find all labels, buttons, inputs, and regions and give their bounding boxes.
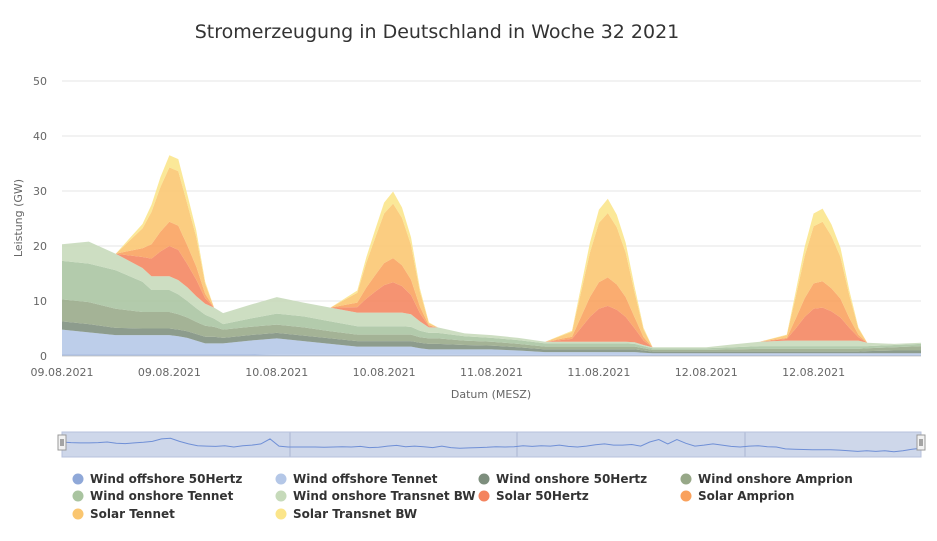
legend-label: Solar 50Hertz	[496, 489, 589, 503]
area-solar-50hertz	[62, 241, 921, 348]
y-gridlines	[62, 80, 921, 302]
legend-item-wind-onshore-tennet[interactable]: Wind onshore Tennet	[72, 489, 234, 503]
chart-title: Stromerzeugung in Deutschland in Woche 3…	[195, 21, 680, 43]
y-tick-label: 30	[33, 185, 47, 198]
navigator-selection[interactable]	[62, 432, 921, 457]
legend-symbol	[72, 473, 84, 485]
x-tick-label: 12.08.2021	[782, 366, 845, 379]
x-tick-label: 10.08.2021	[245, 366, 308, 379]
y-tick-label: 0	[40, 350, 47, 363]
y-axis-ticks: 0 10 20 30 40 50	[33, 75, 47, 363]
legend-symbol	[275, 490, 287, 502]
legend-item-solar-tennet[interactable]: Solar Tennet	[72, 507, 176, 521]
stacked-areas	[62, 155, 921, 356]
legend-item-solar-amprion[interactable]: Solar Amprion	[680, 489, 795, 503]
x-tick-label: 10.08.2021	[353, 366, 416, 379]
legend-symbol	[275, 508, 287, 520]
x-tick-label: 11.08.2021	[460, 366, 523, 379]
y-tick-label: 20	[33, 240, 47, 253]
legend-symbol	[275, 473, 287, 485]
legend-label: Solar Transnet BW	[293, 507, 417, 521]
legend-label: Wind onshore Tennet	[90, 489, 234, 503]
navigator-series-line	[61, 437, 922, 453]
legend-label: Wind onshore 50Hertz	[496, 472, 647, 486]
area-wind-offshore-tennet	[62, 329, 921, 355]
legend-item-wind-onshore-transnet-bw[interactable]: Wind onshore Transnet BW	[275, 489, 476, 503]
x-tick-label: 12.08.2021	[675, 366, 738, 379]
legend: Wind offshore 50Hertz Wind offshore Tenne…	[72, 472, 853, 521]
x-tick-label: 09.08.2021	[138, 366, 201, 379]
y-tick-label: 50	[33, 75, 47, 88]
navigator-handle-left[interactable]	[57, 434, 67, 451]
legend-item-wind-offshore-tennet[interactable]: Wind offshore Tennet	[275, 472, 438, 486]
legend-item-solar-50hertz[interactable]: Solar 50Hertz	[478, 489, 589, 503]
legend-item-wind-onshore-50hertz[interactable]: Wind onshore 50Hertz	[478, 472, 648, 486]
legend-symbol	[478, 473, 490, 485]
x-tick-label: 11.08.2021	[567, 366, 630, 379]
x-axis-ticks: 09.08.2021 09.08.2021 10.08.2021 10.08.2021…	[31, 366, 846, 379]
x-axis-title: Datum (MESZ)	[451, 388, 531, 401]
legend-label: Solar Tennet	[90, 507, 175, 521]
legend-symbol	[680, 473, 692, 485]
legend-item-wind-onshore-amprion[interactable]: Wind onshore Amprion	[680, 472, 853, 486]
y-axis-title: Leistung (GW)	[12, 179, 25, 257]
navigator-handle-right[interactable]	[916, 434, 926, 451]
area-wind-onshore-50hertz	[62, 321, 921, 354]
legend-label: Solar Amprion	[698, 489, 794, 503]
y-tick-label: 10	[33, 295, 47, 308]
legend-symbol	[72, 490, 84, 502]
legend-symbol	[478, 490, 490, 502]
legend-symbol	[680, 490, 692, 502]
navigator[interactable]	[57, 431, 926, 458]
legend-label: Wind offshore 50Hertz	[90, 472, 242, 486]
legend-label: Wind offshore Tennet	[293, 472, 438, 486]
legend-label: Wind onshore Amprion	[698, 472, 853, 486]
x-tick-label: 09.08.2021	[31, 366, 94, 379]
y-tick-label: 40	[33, 130, 47, 143]
legend-label: Wind onshore Transnet BW	[293, 489, 476, 503]
legend-item-wind-offshore-50hertz[interactable]: Wind offshore 50Hertz	[72, 472, 243, 486]
legend-item-solar-transnet-bw[interactable]: Solar Transnet BW	[275, 507, 418, 521]
legend-symbol	[72, 508, 84, 520]
